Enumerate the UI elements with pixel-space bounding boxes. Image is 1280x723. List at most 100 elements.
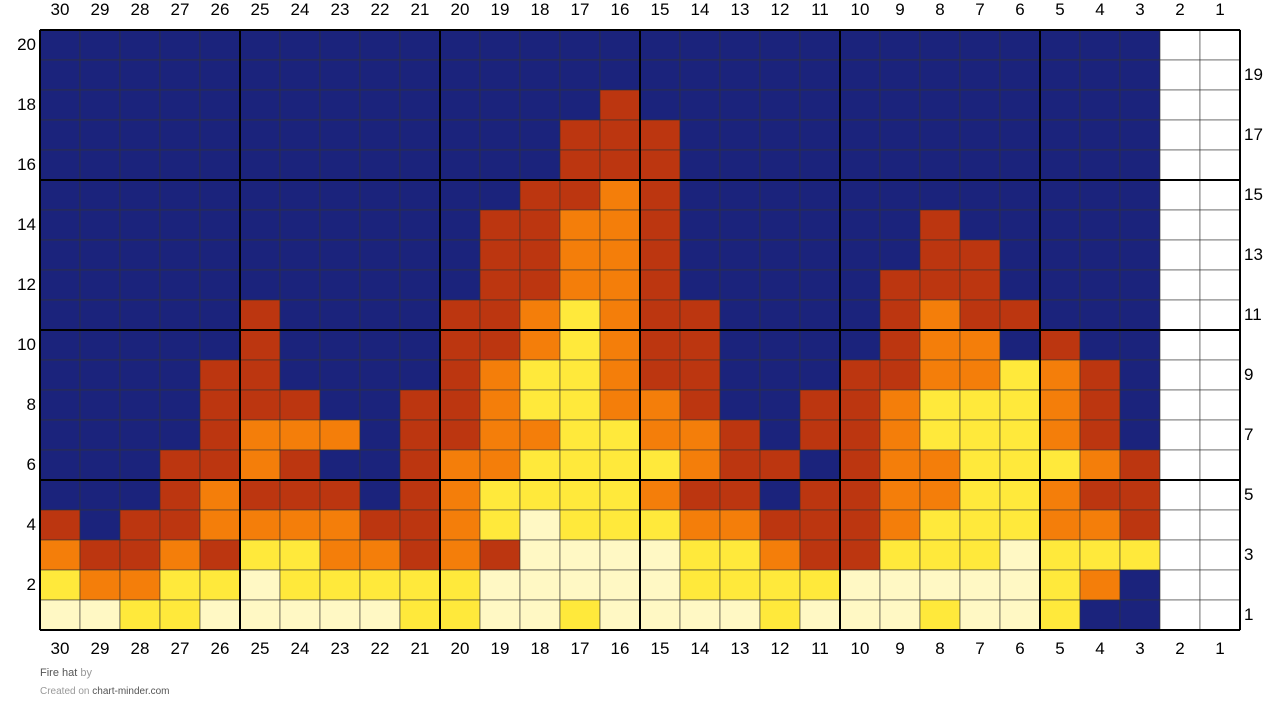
site-link[interactable]: chart-minder.com	[92, 686, 170, 697]
stitch-cell-red	[879, 329, 921, 361]
stitch-cell-navy-blue	[119, 389, 161, 421]
column-number-top: 12	[770, 0, 790, 19]
stitch-cell-navy-blue	[679, 89, 721, 121]
stitch-cell-navy-blue	[399, 269, 441, 301]
stitch-cell-red	[879, 299, 921, 331]
stitch-cell-navy-blue	[319, 149, 361, 181]
column-number-bottom: 20	[450, 639, 470, 658]
stitch-cell-yellow	[1039, 599, 1081, 631]
stitch-cell-red	[119, 509, 161, 541]
column-number-top: 13	[730, 0, 750, 19]
stitch-cell-navy-blue	[879, 209, 921, 241]
stitch-cell-navy-blue	[919, 179, 961, 211]
column-number-top: 17	[570, 0, 590, 19]
stitch-cell-blank	[1199, 449, 1241, 481]
stitch-cell-red	[1079, 419, 1121, 451]
stitch-cell-navy-blue	[399, 239, 441, 271]
stitch-cell-cream	[799, 599, 841, 631]
stitch-cell-orange	[279, 419, 321, 451]
stitch-cell-navy-blue	[79, 89, 121, 121]
column-number-bottom: 18	[530, 639, 550, 658]
stitch-cell-navy-blue	[999, 329, 1041, 361]
stitch-cell-cream	[559, 539, 601, 571]
stitch-cell-navy-blue	[759, 29, 801, 61]
stitch-cell-navy-blue	[1039, 209, 1081, 241]
by-label: by	[80, 667, 92, 679]
stitch-cell-navy-blue	[159, 389, 201, 421]
stitch-cell-navy-blue	[159, 329, 201, 361]
stitch-cell-navy-blue	[799, 149, 841, 181]
stitch-cell-red	[159, 479, 201, 511]
stitch-cell-navy-blue	[119, 359, 161, 391]
stitch-cell-navy-blue	[119, 59, 161, 91]
stitch-cell-blank	[1159, 119, 1201, 151]
stitch-cell-navy-blue	[679, 149, 721, 181]
stitch-cell-orange	[479, 449, 521, 481]
stitch-cell-cream	[999, 539, 1041, 571]
stitch-cell-navy-blue	[959, 29, 1001, 61]
stitch-cell-navy-blue	[279, 29, 321, 61]
stitch-cell-navy-blue	[1119, 359, 1161, 391]
stitch-cell-navy-blue	[839, 119, 881, 151]
stitch-cell-cream	[599, 599, 641, 631]
stitch-cell-red	[679, 359, 721, 391]
stitch-cell-navy-blue	[479, 179, 521, 211]
stitch-cell-navy-blue	[79, 29, 121, 61]
stitch-cell-navy-blue	[119, 89, 161, 121]
stitch-cell-navy-blue	[79, 359, 121, 391]
stitch-cell-red	[799, 389, 841, 421]
stitch-cell-navy-blue	[239, 59, 281, 91]
stitch-cell-navy-blue	[119, 119, 161, 151]
stitch-cell-orange	[239, 449, 281, 481]
stitch-cell-navy-blue	[439, 209, 481, 241]
stitch-cell-navy-blue	[39, 89, 81, 121]
stitch-cell-red	[1079, 359, 1121, 391]
stitch-cell-navy-blue	[399, 119, 441, 151]
stitch-cell-navy-blue	[439, 59, 481, 91]
stitch-cell-orange	[599, 239, 641, 271]
stitch-cell-navy-blue	[1039, 89, 1081, 121]
stitch-cell-blank	[1159, 179, 1201, 211]
column-number-bottom: 3	[1135, 639, 1145, 658]
stitch-cell-blank	[1159, 449, 1201, 481]
stitch-cell-blank	[1199, 299, 1241, 331]
stitch-cell-red	[639, 119, 681, 151]
column-number-bottom: 7	[975, 639, 985, 658]
stitch-cell-navy-blue	[719, 329, 761, 361]
stitch-cell-red	[279, 479, 321, 511]
stitch-cell-navy-blue	[479, 59, 521, 91]
stitch-cell-yellow	[279, 569, 321, 601]
stitch-cell-navy-blue	[359, 89, 401, 121]
stitch-cell-navy-blue	[879, 29, 921, 61]
stitch-cell-navy-blue	[1119, 119, 1161, 151]
stitch-cell-red	[159, 509, 201, 541]
stitch-cell-navy-blue	[839, 89, 881, 121]
stitch-cell-yellow	[639, 509, 681, 541]
stitch-cell-navy-blue	[679, 269, 721, 301]
stitch-cell-navy-blue	[999, 239, 1041, 271]
stitch-cell-orange	[879, 509, 921, 541]
stitch-cell-navy-blue	[1079, 329, 1121, 361]
stitch-cell-navy-blue	[799, 179, 841, 211]
stitch-cell-yellow	[1039, 569, 1081, 601]
row-number-right: 5	[1244, 485, 1254, 504]
stitch-cell-navy-blue	[79, 149, 121, 181]
stitch-cell-navy-blue	[439, 149, 481, 181]
stitch-cell-navy-blue	[839, 59, 881, 91]
stitch-cell-navy-blue	[1079, 209, 1121, 241]
column-number-top: 8	[935, 0, 945, 19]
stitch-cell-red	[759, 449, 801, 481]
stitch-cell-yellow	[399, 569, 441, 601]
stitch-cell-blank	[1199, 119, 1241, 151]
stitch-cell-orange	[239, 509, 281, 541]
stitch-cell-blank	[1159, 29, 1201, 61]
stitch-cell-orange	[679, 509, 721, 541]
stitch-cell-red	[919, 269, 961, 301]
stitch-cell-navy-blue	[199, 29, 241, 61]
stitch-cell-navy-blue	[1119, 89, 1161, 121]
stitch-cell-orange	[559, 209, 601, 241]
stitch-cell-yellow	[719, 539, 761, 571]
stitch-cell-navy-blue	[399, 59, 441, 91]
column-number-top: 29	[90, 0, 110, 19]
column-number-top: 6	[1015, 0, 1025, 19]
